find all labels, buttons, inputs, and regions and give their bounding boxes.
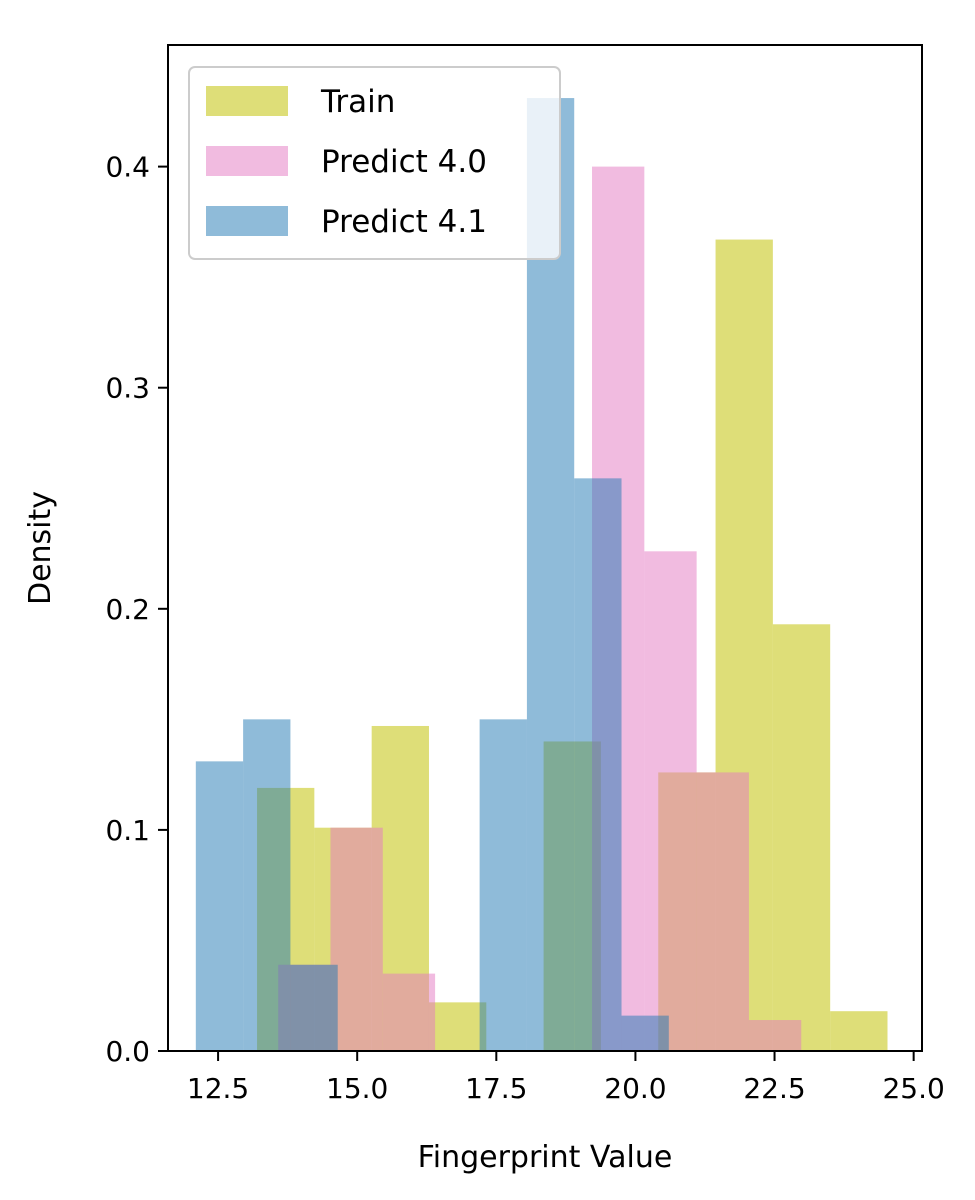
x-tick-label: 15.0 [326, 1072, 388, 1105]
bar-train-9 [772, 624, 831, 1051]
bar-train-3 [428, 1002, 487, 1051]
y-tick-label: 0.2 [105, 593, 150, 626]
x-axis-label: Fingerprint Value [418, 1140, 673, 1175]
y-tick-label: 0.3 [105, 372, 150, 405]
legend-swatch [206, 146, 288, 176]
x-tick-label: 12.5 [187, 1072, 249, 1105]
bar-predict-4-1-9 [621, 1015, 669, 1051]
bar-predict-4-1-1 [243, 719, 291, 1051]
x-tick-label: 25.0 [882, 1072, 944, 1105]
bar-predict-4-1-6 [479, 719, 527, 1051]
bar-predict-4-0-8 [696, 772, 749, 1051]
bar-train-10 [830, 1011, 888, 1051]
x-axis-ticks: 12.5 15.0 17.5 20.0 22.5 25.0 [187, 1051, 945, 1105]
histogram-bars [195, 98, 888, 1052]
bar-predict-4-0-9 [748, 1020, 802, 1051]
y-tick-label: 0.4 [105, 151, 150, 184]
bar-predict-4-0-7 [644, 551, 697, 1051]
plot-area-frame [167, 44, 923, 1052]
legend-swatch [206, 86, 288, 116]
x-tick-label: 22.5 [743, 1072, 805, 1105]
bar-predict-4-0-2 [382, 973, 436, 1051]
y-axis-ticks: 0.0 0.1 0.2 0.3 0.4 [105, 151, 168, 1068]
bar-predict-4-1-2 [290, 964, 338, 1051]
bar-predict-4-0-1 [330, 827, 383, 1051]
bar-predict-4-1-8 [574, 478, 622, 1051]
legend-label: Predict 4.0 [321, 144, 487, 180]
x-tick-label: 20.0 [604, 1072, 666, 1105]
bar-predict-4-1-0 [195, 761, 244, 1051]
legend-swatch [206, 206, 288, 236]
legend-label: Predict 4.1 [321, 204, 487, 240]
y-tick-label: 0.0 [105, 1035, 150, 1068]
x-tick-label: 17.5 [465, 1072, 527, 1105]
legend: Train Predict 4.0 Predict 4.1 [188, 66, 561, 260]
legend-label: Train [320, 84, 395, 120]
y-axis-label: Density [23, 491, 58, 605]
y-tick-label: 0.1 [105, 814, 150, 847]
